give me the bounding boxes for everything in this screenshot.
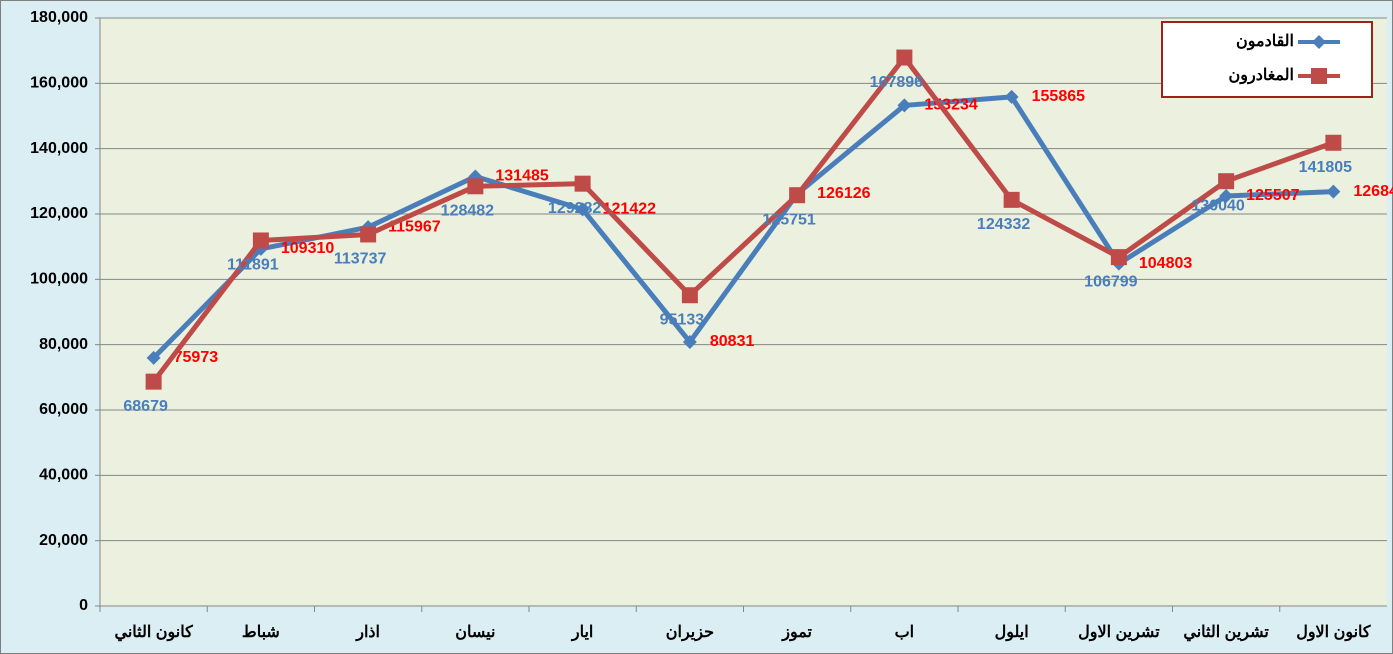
marker (1312, 35, 1326, 49)
data-label: 129282 (548, 200, 601, 217)
data-label: 95133 (660, 311, 705, 328)
marker (896, 49, 913, 66)
marker (789, 187, 806, 204)
x-tick-label: تشرين الاول (1078, 624, 1160, 642)
data-label: 104803 (1139, 255, 1192, 272)
marker (1004, 89, 1019, 104)
marker (1325, 134, 1342, 151)
data-label: 131485 (495, 168, 548, 185)
data-label: 125751 (762, 211, 815, 228)
y-tick-label: 160,000 (30, 75, 88, 92)
y-tick-label: 180,000 (30, 9, 88, 26)
x-tick-label: تشرين الثاني (1183, 624, 1269, 642)
x-tick-label: حزيران (666, 624, 714, 642)
y-tick-label: 100,000 (30, 271, 88, 288)
legend-label: القادمون (1236, 33, 1294, 51)
y-tick-label: 40,000 (39, 467, 88, 484)
x-tick-label: كانون الاول (1296, 624, 1371, 642)
data-label: 113737 (334, 251, 387, 268)
data-label: 141805 (1299, 159, 1352, 176)
y-tick-label: 60,000 (39, 401, 88, 418)
x-tick-label: نيسان (455, 624, 495, 641)
marker (252, 232, 269, 249)
plot-area (100, 18, 1387, 606)
data-label: 80831 (710, 333, 755, 350)
x-tick-label: تموز (781, 624, 812, 642)
data-label: 153234 (924, 97, 977, 114)
data-label: 115967 (388, 218, 441, 235)
marker (1003, 191, 1020, 208)
data-label: 106799 (1084, 273, 1137, 290)
y-tick-label: 120,000 (30, 205, 88, 222)
y-tick-label: 0 (79, 597, 88, 614)
data-label: 111891 (227, 257, 279, 274)
data-label: 155865 (1032, 88, 1085, 105)
data-label: 68679 (123, 398, 168, 415)
data-label: 167896 (870, 74, 923, 91)
marker (897, 98, 912, 113)
x-tick-label: اذار (355, 624, 380, 642)
marker (360, 226, 377, 243)
marker (467, 178, 484, 195)
marker (1219, 189, 1234, 204)
series-line (151, 94, 1334, 360)
marker (575, 202, 590, 217)
data-label: 125507 (1246, 187, 1299, 204)
x-tick-label: اب (895, 624, 915, 641)
data-label: 109310 (281, 240, 334, 257)
data-label: 124332 (977, 216, 1030, 233)
x-tick-label: كانون الثاني (115, 624, 194, 642)
data-label: 121422 (603, 201, 656, 218)
marker (1110, 249, 1127, 266)
x-tick-label: ايلول (995, 624, 1029, 642)
marker (1218, 173, 1235, 190)
x-tick-label: ايار (571, 624, 594, 642)
y-tick-label: 20,000 (39, 532, 88, 549)
data-label: 130040 (1191, 197, 1244, 214)
marker (681, 287, 698, 304)
marker (1326, 184, 1341, 199)
data-label: 126126 (817, 185, 870, 202)
y-tick-label: 140,000 (30, 140, 88, 157)
marker (145, 373, 162, 390)
marker (574, 175, 591, 192)
data-label: 128482 (441, 203, 494, 220)
y-tick-label: 80,000 (39, 336, 88, 353)
series-line (151, 55, 1335, 384)
marker (1311, 68, 1327, 84)
legend-label: المغادرون (1229, 67, 1295, 85)
marker (146, 350, 161, 365)
x-tick-label: شباط (242, 624, 280, 641)
legend-box (1161, 21, 1373, 98)
marker (682, 334, 697, 349)
data-label: 126844 (1353, 183, 1393, 200)
data-label: 75973 (174, 349, 219, 366)
